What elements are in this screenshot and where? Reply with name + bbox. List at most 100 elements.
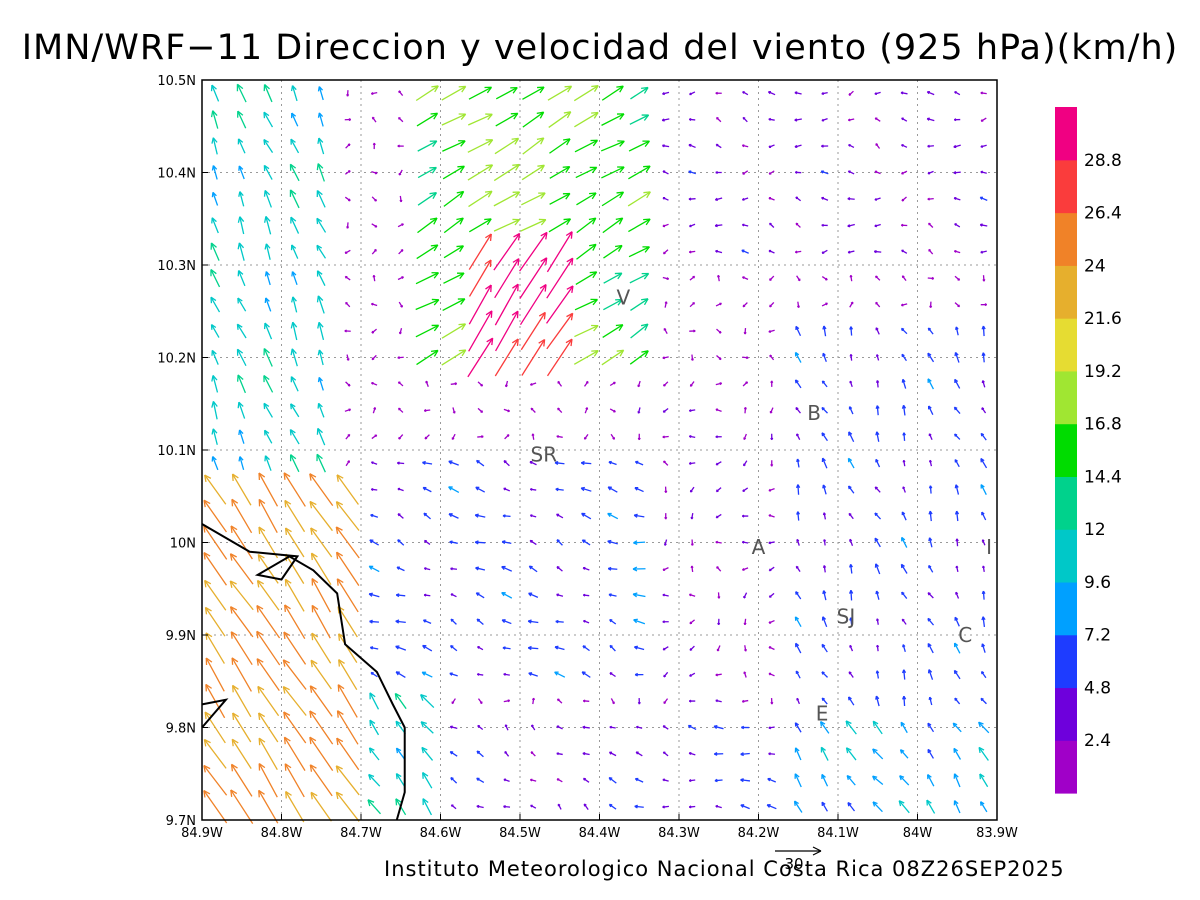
wind-vector-head (796, 433, 799, 437)
map-gridlines (202, 80, 997, 820)
wind-vector-head (211, 401, 218, 408)
wind-vector-head (554, 671, 559, 676)
wind-vector-head (608, 776, 613, 781)
wind-vector-shaft (421, 746, 434, 761)
wind-vector (477, 435, 484, 439)
wind-vector-shaft (212, 110, 219, 129)
wind-vector-head (309, 473, 317, 481)
wind-vector (450, 382, 458, 386)
wind-vector (953, 118, 961, 122)
wind-vector-head (954, 697, 958, 701)
wind-vector (927, 170, 934, 175)
wind-vector (928, 510, 933, 522)
wind-vector (467, 113, 493, 126)
wind-vector (442, 298, 466, 311)
reference-vector-head (812, 846, 822, 856)
wind-vector (528, 565, 538, 573)
wind-vector-head (634, 804, 638, 809)
wind-vector-head (926, 799, 932, 806)
wind-vector-shaft (468, 233, 492, 270)
wind-vector (714, 223, 723, 228)
wind-vector (688, 223, 696, 228)
wind-vector (283, 711, 307, 744)
wind-vector-shaft (875, 590, 880, 600)
wind-vector-head (583, 803, 587, 807)
wind-vector-shaft (203, 739, 227, 769)
wind-vector-head (955, 591, 959, 595)
wind-vector-head (566, 285, 574, 293)
wind-vector-shaft (335, 501, 360, 531)
wind-vector-head (768, 620, 772, 624)
wind-vector-head (872, 720, 879, 727)
wind-vector-head (981, 511, 985, 516)
wind-vector-shaft (395, 773, 406, 788)
wind-vector (557, 407, 563, 414)
wind-vector-head (928, 510, 933, 515)
wind-vector (583, 433, 589, 440)
wind-vector-shaft (980, 801, 988, 813)
colorbar-swatch (1055, 159, 1077, 214)
wind-vector-head (484, 259, 492, 268)
wind-vector-shaft (256, 580, 280, 611)
wind-vector (662, 593, 669, 597)
wind-vector (450, 645, 458, 652)
wind-vector-head (554, 460, 559, 466)
colorbar-swatch (1055, 476, 1077, 530)
wind-vector (582, 777, 590, 783)
wind-vector (796, 301, 800, 308)
wind-vector-head (663, 383, 666, 387)
wind-vector-shaft (927, 749, 934, 759)
wind-vector-shaft (448, 513, 459, 519)
wind-vector-head (615, 324, 624, 332)
wind-vector (901, 378, 907, 389)
wind-vector-head (795, 565, 799, 569)
wind-vector (608, 803, 617, 810)
wind-vector-head (662, 751, 666, 755)
wind-vector-head (263, 189, 271, 197)
wind-vector-head (978, 746, 985, 754)
wind-vector (422, 798, 433, 816)
wind-vector (796, 458, 800, 468)
wind-vector-head (794, 747, 800, 753)
wind-vector-shaft (519, 232, 548, 272)
wind-vector-head (615, 298, 623, 306)
wind-vector (210, 324, 220, 338)
y-tick-label: 10.5N (157, 74, 196, 89)
wind-vector-shaft (415, 85, 439, 102)
y-tick-label: 10.3N (157, 259, 196, 274)
wind-vector-shaft (282, 686, 307, 716)
wind-vector (547, 85, 573, 101)
wind-vector (796, 433, 801, 440)
wind-vector-head (374, 434, 378, 438)
wind-vector (846, 774, 856, 786)
wind-vector (503, 778, 510, 782)
wind-vector (715, 302, 722, 307)
wind-vector (634, 460, 644, 466)
wind-vector (663, 698, 669, 705)
colorbar-swatch (1055, 370, 1077, 425)
wind-vector (875, 327, 880, 335)
wind-vector-head (874, 117, 878, 121)
wind-vector-head (768, 646, 772, 649)
wind-vector (688, 752, 696, 756)
wind-vector-shaft (547, 85, 572, 101)
wind-vector-shaft (581, 671, 591, 678)
wind-vector-shaft (238, 165, 245, 180)
wind-vector-head (589, 192, 597, 200)
wind-vector-head (512, 163, 520, 171)
wind-vector-head (316, 244, 323, 251)
wind-vector-shaft (230, 631, 253, 666)
wind-vector (556, 752, 563, 756)
wind-vector-head (741, 568, 745, 571)
wind-vector (449, 672, 458, 677)
wind-vector (264, 455, 272, 471)
wind-vector-head (311, 632, 319, 641)
wind-vector-head (634, 486, 639, 491)
wind-vector (664, 301, 668, 308)
wind-vector-head (607, 539, 612, 545)
wind-vector-shaft (607, 512, 619, 520)
wind-vector (900, 721, 908, 734)
wind-vector-head (290, 244, 297, 251)
wind-vector-shaft (548, 111, 572, 128)
wind-vector-head (203, 552, 211, 560)
